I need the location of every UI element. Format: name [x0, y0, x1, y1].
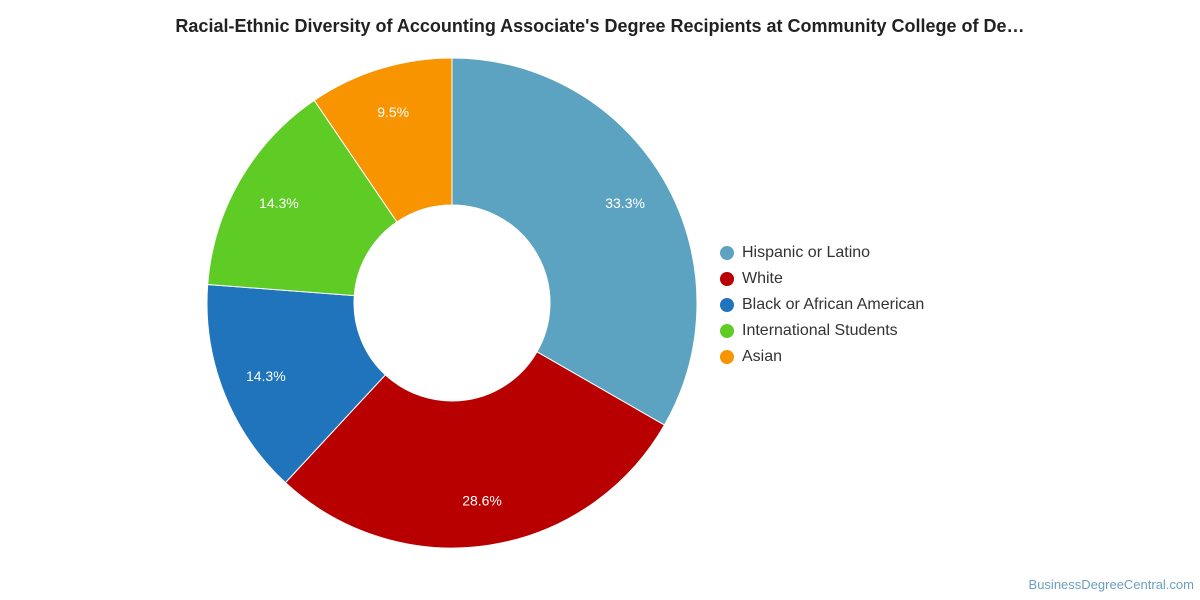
- data-label-hispanic-or-latino: 33.3%: [605, 195, 645, 211]
- legend-item-international-students[interactable]: International Students: [720, 318, 924, 344]
- legend-label: White: [742, 270, 783, 287]
- legend-swatch: [720, 246, 734, 260]
- legend-swatch: [720, 350, 734, 364]
- legend-label: International Students: [742, 322, 898, 339]
- legend-swatch: [720, 272, 734, 286]
- slice-black-or-african-american[interactable]: [206, 284, 387, 484]
- data-label-international-students: 14.3%: [259, 195, 299, 211]
- slice-international-students[interactable]: [207, 99, 398, 297]
- legend-item-white[interactable]: White: [720, 266, 924, 292]
- legend-label: Hispanic or Latino: [742, 244, 871, 261]
- legend-item-asian[interactable]: Asian: [720, 344, 924, 370]
- data-label-white: 28.6%: [462, 493, 502, 509]
- data-label-black-or-african-american: 14.3%: [246, 368, 286, 384]
- chart-legend: Hispanic or Latino White Black or African …: [720, 240, 924, 370]
- chart-title: Racial-Ethnic Diversity of Accounting As…: [175, 16, 1025, 36]
- legend-item-hispanic-or-latino[interactable]: Hispanic or Latino: [720, 240, 924, 266]
- data-label-asian: 9.5%: [377, 104, 409, 120]
- legend-label: Black or African American: [742, 296, 925, 313]
- slice-white[interactable]: [284, 351, 666, 549]
- slice-hispanic-or-latino[interactable]: [451, 57, 698, 426]
- legend-label: Asian: [742, 348, 783, 365]
- legend-item-black-or-african-american[interactable]: Black or African American: [720, 292, 924, 318]
- source-credit[interactable]: BusinessDegreeCentral.com: [1028, 577, 1194, 592]
- legend-swatch: [720, 324, 734, 338]
- slice-asian[interactable]: [313, 57, 453, 223]
- legend-swatch: [720, 298, 734, 312]
